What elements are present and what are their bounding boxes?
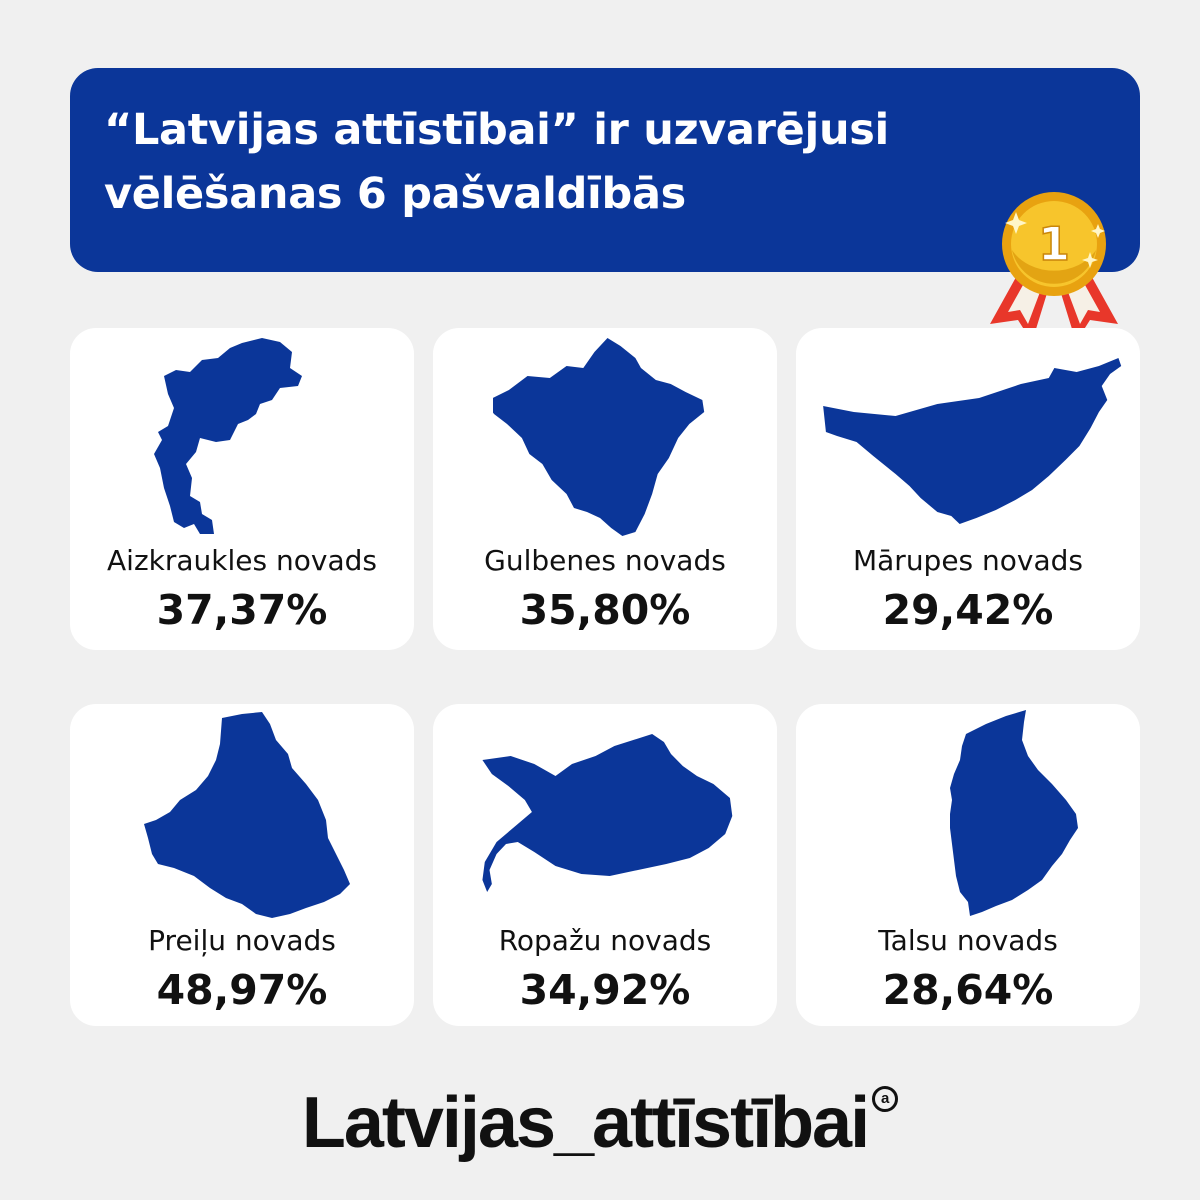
vote-percentage: 29,42% [882,586,1054,634]
headline-line-1: “Latvijas attīstībai” ir uzvarējusi [104,105,890,155]
municipality-card-marupe: Mārupes novads 29,42% [796,328,1140,650]
talsi-map-icon [950,710,1078,916]
aizkraukle-map-icon [154,338,302,534]
preili-map-icon [144,712,350,918]
logo-wordmark: Latvijas_attīstībai [301,1083,870,1163]
municipality-name: Mārupes novads [852,544,1084,577]
vote-percentage: 48,97% [156,966,328,1014]
municipality-name: Talsu novads [878,924,1058,957]
brand-logo: Latvijas_attīstībai a [0,1082,1200,1163]
municipality-card-preili: Preiļu novads 48,97% [70,704,414,1026]
logo-mark-icon: a [872,1086,899,1112]
gulbene-map-icon [493,338,705,536]
municipality-name: Preiļu novads [148,924,336,957]
vote-percentage: 35,80% [519,586,691,634]
vote-percentage: 28,64% [882,966,1054,1014]
municipality-name: Aizkraukles novads [107,544,377,577]
municipality-card-talsi: Talsu novads 28,64% [796,704,1140,1026]
gold-medal-icon: 1 [990,192,1118,342]
municipality-card-ropazi: Ropažu novads 34,92% [433,704,777,1026]
municipality-card-gulbene: Gulbenes novads 35,80% [433,328,777,650]
medal-label: 1 [1038,217,1070,271]
marupe-map-icon [823,358,1122,524]
municipality-name: Ropažu novads [498,924,712,957]
vote-percentage: 34,92% [519,966,691,1014]
municipality-card-aizkraukle: Aizkraukles novads 37,37% [70,328,414,650]
headline-line-2: vēlēšanas 6 pašvaldībās [104,169,686,219]
municipality-name: Gulbenes novads [484,544,726,577]
header-banner: “Latvijas attīstībai” ir uzvarējusi vēlē… [70,68,1140,272]
ropazi-map-icon [482,734,733,892]
vote-percentage: 37,37% [156,586,328,634]
